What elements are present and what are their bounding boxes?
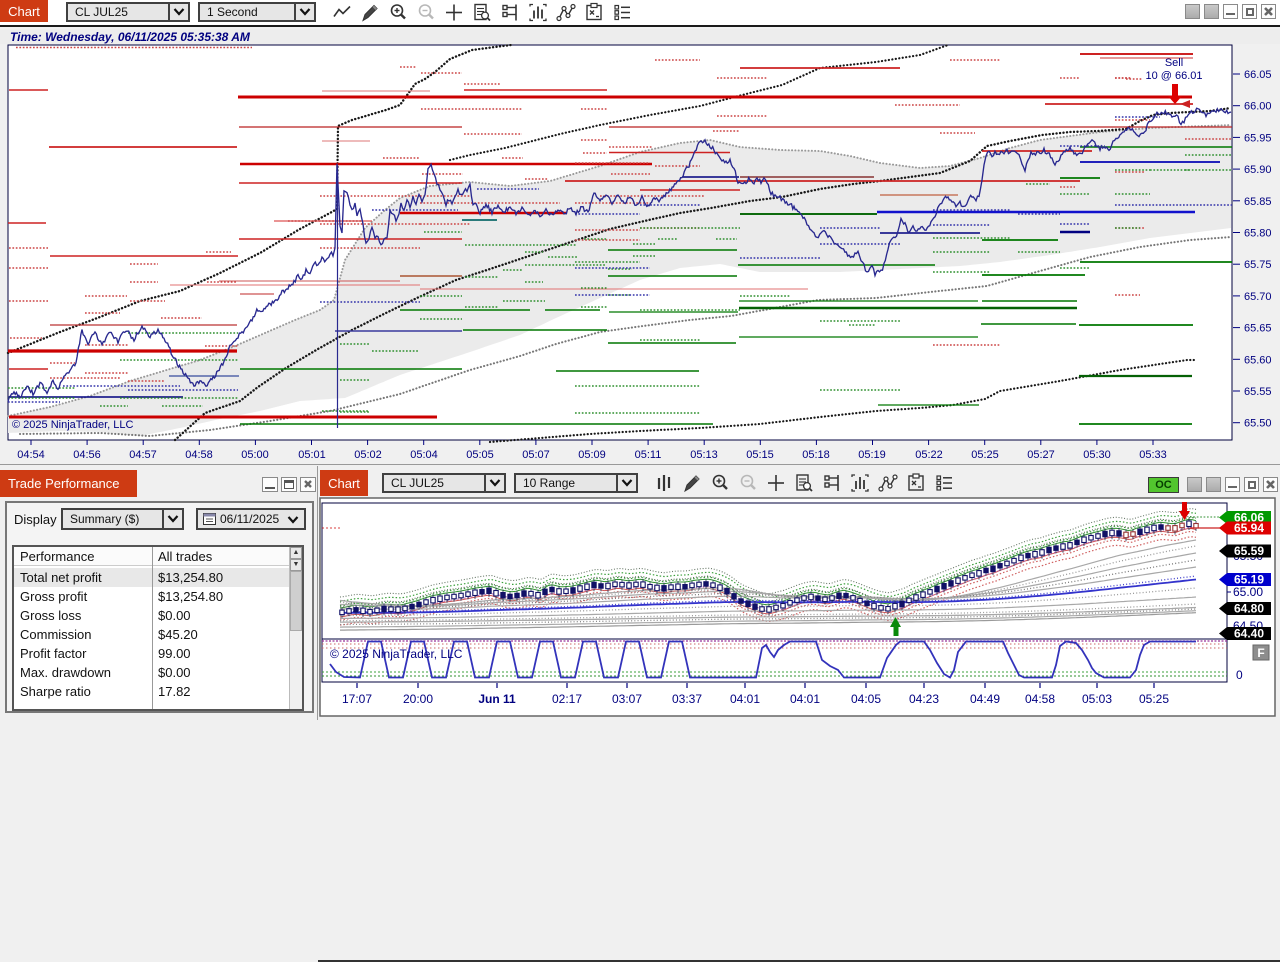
svg-text:04:58: 04:58 <box>1025 692 1055 706</box>
svg-text:65.95: 65.95 <box>1244 132 1272 144</box>
svg-text:05:30: 05:30 <box>1083 449 1111 461</box>
svg-text:66.06: 66.06 <box>1234 511 1264 525</box>
svg-text:65.70: 65.70 <box>1244 291 1272 303</box>
svg-text:04:56: 04:56 <box>73 449 101 461</box>
svg-text:05:27: 05:27 <box>1027 449 1055 461</box>
svg-text:10 @ 66.01: 10 @ 66.01 <box>1145 70 1202 82</box>
svg-text:05:05: 05:05 <box>466 449 494 461</box>
svg-text:05:02: 05:02 <box>354 449 382 461</box>
svg-text:65.80: 65.80 <box>1244 228 1272 240</box>
svg-text:65.55: 65.55 <box>1244 386 1272 398</box>
svg-text:05:00: 05:00 <box>241 449 269 461</box>
svg-text:05:15: 05:15 <box>746 449 774 461</box>
svg-text:20:00: 20:00 <box>403 692 433 706</box>
svg-text:66.00: 66.00 <box>1244 101 1272 113</box>
svg-text:05:18: 05:18 <box>802 449 830 461</box>
svg-text:05:09: 05:09 <box>578 449 606 461</box>
svg-text:65.65: 65.65 <box>1244 323 1272 335</box>
svg-text:05:04: 05:04 <box>410 449 438 461</box>
svg-text:65.75: 65.75 <box>1244 259 1272 271</box>
svg-text:65.94: 65.94 <box>1234 521 1264 535</box>
svg-text:66.05: 66.05 <box>1244 69 1272 81</box>
svg-text:04:05: 04:05 <box>851 692 881 706</box>
svg-text:05:22: 05:22 <box>915 449 943 461</box>
svg-text:65.59: 65.59 <box>1234 544 1264 558</box>
svg-text:05:03: 05:03 <box>1082 692 1112 706</box>
svg-text:04:23: 04:23 <box>909 692 939 706</box>
svg-text:17:07: 17:07 <box>342 692 372 706</box>
svg-text:0: 0 <box>1236 668 1243 682</box>
svg-text:© 2025 NinjaTrader, LLC: © 2025 NinjaTrader, LLC <box>330 647 463 661</box>
svg-text:65.60: 65.60 <box>1244 354 1272 366</box>
svg-text:© 2025 NinjaTrader, LLC: © 2025 NinjaTrader, LLC <box>12 419 133 431</box>
svg-text:04:57: 04:57 <box>129 449 157 461</box>
svg-text:64.40: 64.40 <box>1234 627 1264 641</box>
svg-text:Jun 11: Jun 11 <box>478 692 516 706</box>
svg-text:65.50: 65.50 <box>1244 418 1272 430</box>
svg-text:05:13: 05:13 <box>690 449 718 461</box>
svg-text:04:54: 04:54 <box>17 449 45 461</box>
svg-text:05:25: 05:25 <box>971 449 999 461</box>
svg-text:65.19: 65.19 <box>1234 573 1264 587</box>
svg-text:02:17: 02:17 <box>552 692 582 706</box>
svg-text:65.85: 65.85 <box>1244 196 1272 208</box>
svg-text:F: F <box>1257 646 1264 660</box>
svg-text:05:07: 05:07 <box>522 449 550 461</box>
svg-text:64.80: 64.80 <box>1234 602 1264 616</box>
svg-text:05:25: 05:25 <box>1139 692 1169 706</box>
svg-text:04:01: 04:01 <box>730 692 760 706</box>
svg-text:05:11: 05:11 <box>635 449 662 461</box>
svg-text:05:33: 05:33 <box>1139 449 1167 461</box>
svg-text:65.00: 65.00 <box>1233 585 1263 599</box>
svg-text:03:07: 03:07 <box>612 692 642 706</box>
svg-text:Sell: Sell <box>1165 57 1183 69</box>
svg-text:04:58: 04:58 <box>185 449 213 461</box>
svg-text:04:49: 04:49 <box>970 692 1000 706</box>
svg-text:05:19: 05:19 <box>858 449 886 461</box>
svg-text:65.90: 65.90 <box>1244 164 1272 176</box>
svg-text:03:37: 03:37 <box>672 692 702 706</box>
svg-text:04:01: 04:01 <box>790 692 820 706</box>
svg-text:05:01: 05:01 <box>298 449 326 461</box>
